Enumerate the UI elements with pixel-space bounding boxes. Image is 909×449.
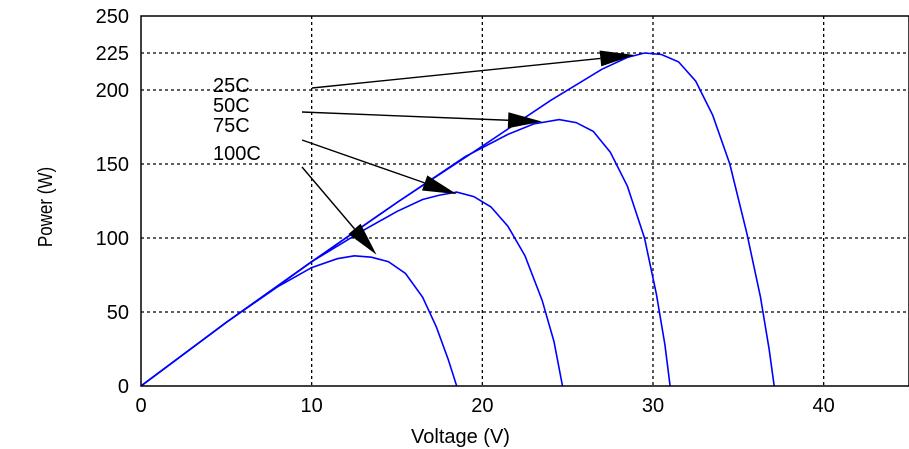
x-axis-label: Voltage (V): [411, 426, 510, 448]
annotation-arrow: [301, 166, 356, 230]
x-tick-label: 30: [642, 395, 664, 417]
x-tick-label: 20: [471, 395, 493, 417]
x-tick-label: 40: [813, 395, 835, 417]
annotation-arrow: [311, 57, 601, 89]
plot-frame: [140, 15, 909, 387]
arrow-head: [599, 50, 635, 67]
arrow-head: [348, 223, 377, 255]
y-tick-label: 100: [96, 228, 129, 250]
y-axis-label: Power (W): [34, 167, 57, 247]
y-tick-label: 50: [107, 302, 129, 324]
y-tick-label: 250: [96, 6, 129, 28]
annotation-label: 25C: [213, 75, 250, 97]
y-tick-label: 150: [96, 154, 129, 176]
annotation-arrow: [301, 139, 425, 184]
series-line-100C: [140, 254, 458, 387]
x-tick-label: 0: [135, 395, 146, 417]
tick-labels: 0 10 20 30 40 0 50 100 150 200 225 250: [96, 6, 835, 417]
y-tick-label: 0: [118, 376, 129, 398]
y-tick-label: 225: [96, 43, 129, 65]
annotation-label: 100C: [213, 143, 261, 165]
series-line-75C: [140, 191, 564, 387]
annotation-label: 50C: [213, 95, 250, 117]
y-tick-label: 200: [96, 80, 129, 102]
x-tick-label: 10: [301, 395, 323, 417]
arrow-head: [507, 112, 543, 129]
annotation-label: 75C: [213, 115, 250, 137]
grid-lines: [141, 16, 909, 386]
annotation-arrow: [301, 111, 509, 121]
arrow-head: [421, 175, 457, 195]
